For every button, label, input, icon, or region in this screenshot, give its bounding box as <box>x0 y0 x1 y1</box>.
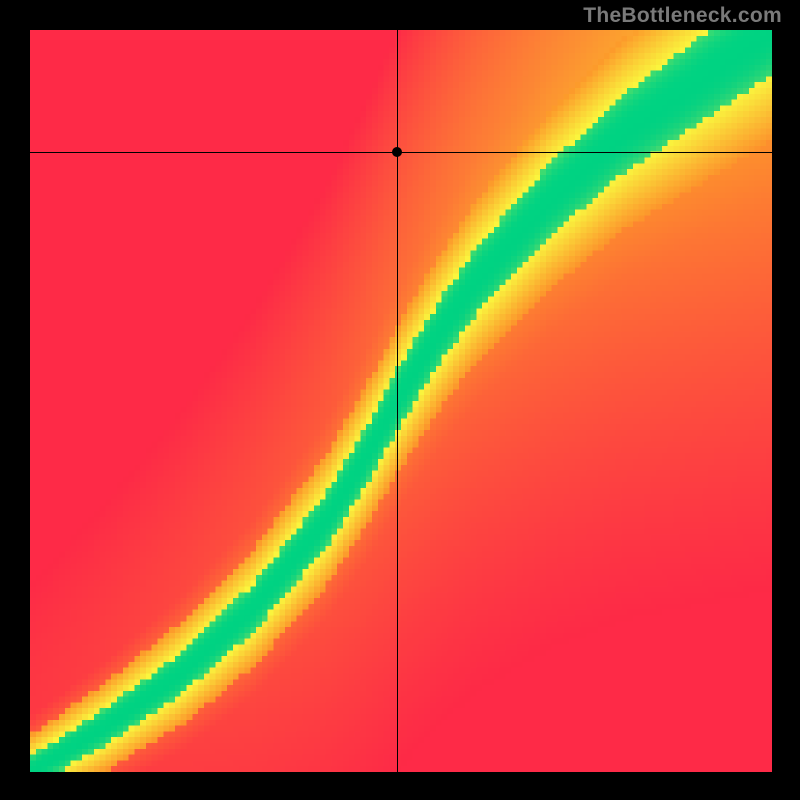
plot-area <box>30 30 772 772</box>
chart-container: TheBottleneck.com <box>0 0 800 800</box>
crosshair-vertical <box>397 30 398 772</box>
heatmap-canvas <box>30 30 772 772</box>
crosshair-marker <box>392 147 402 157</box>
watermark-text: TheBottleneck.com <box>583 4 782 28</box>
